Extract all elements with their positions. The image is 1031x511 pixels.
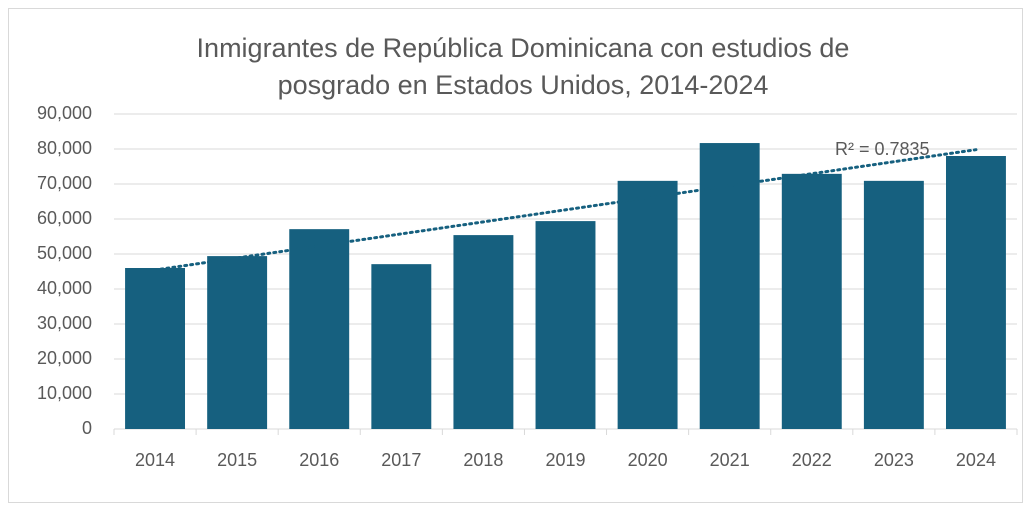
- y-tick-label: 50,000: [37, 243, 92, 263]
- bar: [863, 180, 924, 429]
- bar: [125, 268, 186, 429]
- bar: [453, 235, 514, 429]
- y-tick-label: 10,000: [37, 383, 92, 403]
- y-tick-label: 70,000: [37, 173, 92, 193]
- x-tick-label: 2023: [874, 450, 914, 470]
- x-tick-label: 2015: [217, 450, 257, 470]
- x-tick-label: 2019: [545, 450, 585, 470]
- bar: [699, 143, 760, 430]
- y-tick-label: 40,000: [37, 278, 92, 298]
- y-tick-label: 60,000: [37, 208, 92, 228]
- x-tick-label: 2024: [956, 450, 996, 470]
- bar: [289, 229, 350, 429]
- y-tick-label: 20,000: [37, 348, 92, 368]
- x-tick-label: 2018: [463, 450, 503, 470]
- trendline-annotation: R² = 0.7835: [835, 139, 930, 159]
- y-tick-label: 80,000: [37, 138, 92, 158]
- chart-title: Inmigrantes de República Dominicana con …: [196, 33, 850, 100]
- x-tick-label: 2021: [710, 450, 750, 470]
- y-tick-label: 0: [82, 418, 92, 438]
- x-tick-label: 2020: [628, 450, 668, 470]
- x-tick-label: 2022: [792, 450, 832, 470]
- x-tick-label: 2014: [135, 450, 175, 470]
- bar: [781, 173, 842, 429]
- x-tick-label: 2017: [381, 450, 421, 470]
- bar: [945, 156, 1006, 429]
- bar: [371, 264, 432, 429]
- y-tick-label: 90,000: [37, 103, 92, 123]
- x-tick-label: 2016: [299, 450, 339, 470]
- bar: [617, 180, 678, 429]
- bar: [207, 256, 268, 429]
- y-tick-label: 30,000: [37, 313, 92, 333]
- bar: [535, 221, 596, 429]
- trendline: [153, 148, 978, 272]
